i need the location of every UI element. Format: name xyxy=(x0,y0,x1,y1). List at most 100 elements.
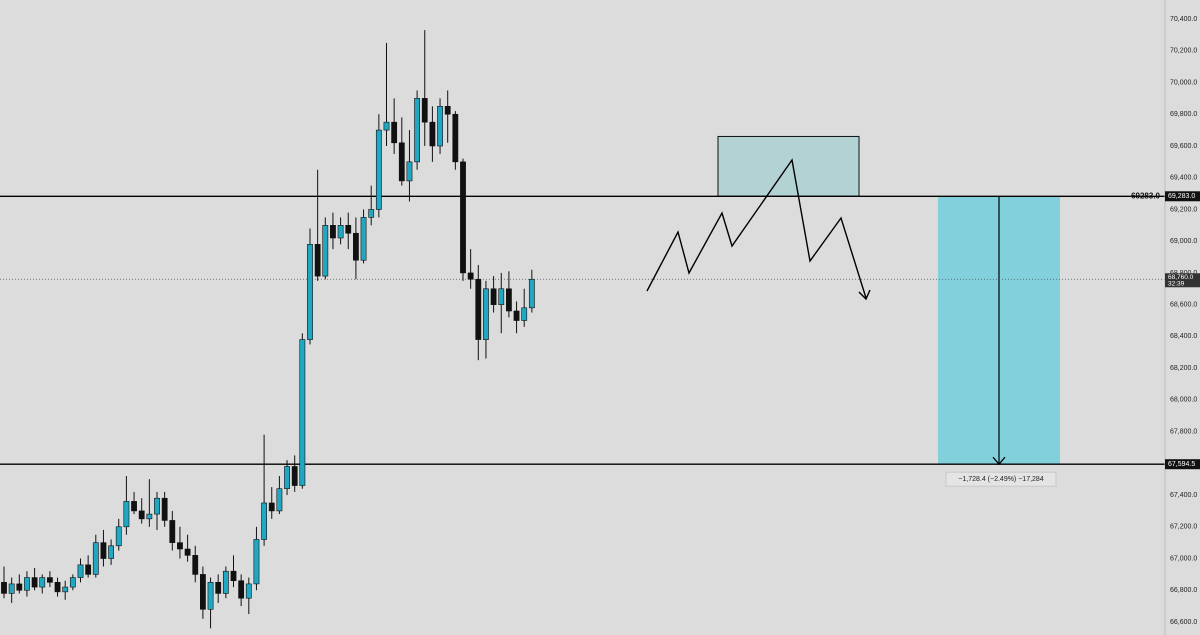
candle-body xyxy=(207,582,214,610)
candle-body xyxy=(200,574,206,610)
candle-body xyxy=(177,542,183,550)
candle-body xyxy=(92,542,99,575)
candle-body xyxy=(154,497,160,515)
candle-body xyxy=(383,121,390,131)
candle-body xyxy=(475,278,482,340)
candle-body xyxy=(352,232,359,261)
last-price-tag xyxy=(1165,273,1200,288)
candle-body xyxy=(1,582,7,594)
last-price-label: 68,760.0 xyxy=(1168,274,1194,281)
candle-body xyxy=(16,583,23,591)
candle-body xyxy=(398,142,405,182)
candle-body xyxy=(253,539,260,585)
y-tick-label: 69,000.0 xyxy=(1170,238,1197,245)
candle-body xyxy=(528,278,535,309)
y-tick-label: 66,800.0 xyxy=(1170,587,1197,594)
candle-body xyxy=(230,570,237,582)
candle-body xyxy=(460,161,466,274)
candle-body xyxy=(215,582,222,594)
candle-body xyxy=(169,520,176,543)
candle-body xyxy=(31,577,38,588)
projection-arrowhead xyxy=(858,289,871,301)
candle-body xyxy=(360,217,367,261)
candle-body xyxy=(330,225,336,239)
candle-body xyxy=(85,564,92,575)
candle-body xyxy=(46,577,53,583)
y-tick-label: 67,400.0 xyxy=(1170,492,1197,499)
candle-body xyxy=(8,583,15,594)
candle-body xyxy=(521,307,528,321)
candle-body xyxy=(406,161,413,182)
y-tick-label: 68,000.0 xyxy=(1170,397,1197,404)
candle-body xyxy=(77,564,84,578)
measure-label-box xyxy=(945,471,1057,487)
y-tick-label: 67,000.0 xyxy=(1170,555,1197,562)
last-price-countdown: 32:39 xyxy=(1168,280,1185,287)
y-tick-label: 70,000.0 xyxy=(1170,79,1197,86)
y-tick-label: 70,200.0 xyxy=(1170,48,1197,55)
y-tick-label: 69,800.0 xyxy=(1170,111,1197,118)
candle-body xyxy=(467,272,474,280)
candle-body xyxy=(483,288,489,340)
candle-body xyxy=(498,288,505,305)
candle-body xyxy=(123,501,130,528)
y-tick-label: 68,800.0 xyxy=(1170,270,1197,277)
y-tick-label: 69,600.0 xyxy=(1170,143,1197,150)
level-axis-tag xyxy=(1165,459,1200,470)
candle-body xyxy=(375,129,382,210)
candle-body xyxy=(146,513,153,520)
y-tick-label: 70,400.0 xyxy=(1170,16,1197,23)
y-tick-label: 68,200.0 xyxy=(1170,365,1197,372)
candle-body xyxy=(337,225,344,239)
candle-body xyxy=(276,488,283,512)
candle-body xyxy=(222,570,229,594)
candle-body xyxy=(161,497,168,521)
y-tick-label: 68,400.0 xyxy=(1170,333,1197,340)
candle-body xyxy=(100,542,107,559)
candle-body xyxy=(268,502,275,512)
candle-body xyxy=(429,121,436,147)
y-tick-label: 68,600.0 xyxy=(1170,301,1197,308)
candle-body xyxy=(238,580,245,599)
candle-body xyxy=(291,466,298,486)
candle-body xyxy=(131,501,137,512)
candle-body xyxy=(39,577,46,588)
candle-body xyxy=(307,244,313,340)
y-tick-label: 66,600.0 xyxy=(1170,619,1197,626)
candle-body xyxy=(69,577,76,588)
candle-body xyxy=(184,548,191,556)
price-axis: 70,400.0 70,200.0 70,000.0 69,800.0 69,600.0… xyxy=(1165,16,1200,626)
candle-body xyxy=(437,106,443,147)
candle-body xyxy=(245,583,252,599)
candle-body xyxy=(490,288,497,305)
candle-body xyxy=(54,582,61,593)
candle-body xyxy=(299,339,306,486)
candle-body xyxy=(505,288,512,312)
plot-area: −1,728.4 (−2.49%) −17,284 69283.0 xyxy=(0,30,1165,629)
y-tick-label: 67,800.0 xyxy=(1170,428,1197,435)
candle-body xyxy=(421,98,428,123)
candle-body xyxy=(391,121,398,144)
y-tick-label: 69,200.0 xyxy=(1170,206,1197,213)
y-tick-label: 67,200.0 xyxy=(1170,524,1197,531)
candle-body xyxy=(368,209,375,218)
supply-zone xyxy=(717,135,860,197)
candle-body xyxy=(284,466,290,490)
candle-body xyxy=(322,225,329,277)
candle-body xyxy=(444,106,451,115)
candle-body xyxy=(108,545,114,559)
level-label: 69283.0 xyxy=(1131,191,1160,200)
candle-body xyxy=(513,310,520,321)
y-tick-label: 69,400.0 xyxy=(1170,175,1197,182)
candle-body xyxy=(314,244,321,277)
level-axis-label: 69,283.0 xyxy=(1168,193,1195,200)
level-axis-label: 67,594.5 xyxy=(1168,461,1195,468)
candle-body xyxy=(192,555,199,575)
candle-body xyxy=(62,586,69,593)
candle-body xyxy=(138,510,145,520)
candle-body xyxy=(452,113,459,163)
candle-body xyxy=(115,526,122,547)
level-axis-tag xyxy=(1165,191,1200,202)
candle-body xyxy=(24,577,30,591)
